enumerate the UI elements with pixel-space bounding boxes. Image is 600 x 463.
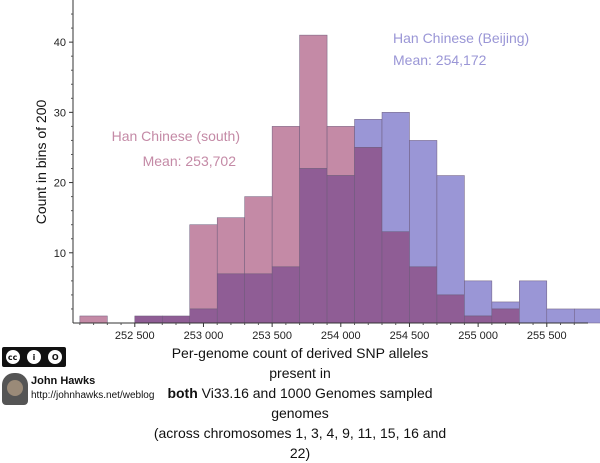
bar-south — [299, 34, 328, 169]
x-axis-label: Per-genome count of derived SNP alleles … — [150, 343, 450, 463]
x-axis-label-line3: (across chromosomes 1, 3, 4, 9, 11, 15, … — [153, 425, 447, 461]
author-credit: cc i O John Hawks http://johnhawks.net/w… — [2, 345, 154, 405]
bars-layer — [79, 34, 600, 324]
x-axis-label-line2: both Vi33.16 and 1000 Genomes sampled ge… — [150, 383, 450, 423]
x-axis-label-line2-rest: Vi33.16 and 1000 Genomes sampled genomes — [197, 385, 433, 421]
x-tick-label: 253 500 — [252, 330, 292, 342]
bar-overlap — [354, 147, 383, 324]
bar-beijing — [464, 280, 493, 317]
cc-icon: cc — [5, 350, 20, 364]
bar-overlap — [134, 315, 163, 324]
x-tick-label: 255 500 — [527, 330, 567, 342]
author-site-link[interactable]: http://johnhawks.net/weblog — [31, 390, 155, 401]
bar-overlap — [216, 273, 245, 324]
y-tick-label: 30 — [54, 107, 66, 119]
annotation-south-name: Han Chinese (south) — [112, 128, 240, 144]
bar-overlap — [464, 315, 493, 324]
bar-overlap — [491, 308, 520, 324]
y-ticks: 10 20 30 40 — [54, 13, 73, 310]
author-name: John Hawks — [31, 375, 96, 387]
bar-overlap — [409, 266, 438, 324]
x-tick-label: 252 500 — [115, 330, 155, 342]
bar-beijing — [519, 280, 548, 324]
bar-beijing — [354, 119, 383, 148]
bar-overlap — [381, 231, 410, 324]
annotation-south-mean: Mean: 253,702 — [143, 153, 237, 169]
y-tick-label: 10 — [54, 248, 66, 260]
bar-south — [244, 196, 273, 275]
bar-beijing — [381, 112, 410, 232]
bar-south — [326, 126, 355, 176]
bar-overlap — [162, 315, 190, 324]
annotation-beijing-mean: Mean: 254,172 — [393, 52, 487, 68]
avatar — [2, 373, 28, 405]
x-tick-label: 253 000 — [184, 330, 224, 342]
y-tick-label: 40 — [54, 37, 66, 49]
x-tick-label: 254 500 — [390, 330, 430, 342]
y-tick-label: 20 — [54, 178, 66, 190]
bar-beijing — [574, 308, 600, 324]
y-axis-label: Count in bins of 200 — [33, 100, 49, 225]
x-tick-label: 254 000 — [321, 330, 361, 342]
bar-overlap — [271, 266, 300, 324]
bar-overlap — [326, 175, 355, 324]
bar-south — [79, 315, 108, 324]
bar-overlap — [299, 168, 328, 324]
annotation-beijing-name: Han Chinese (Beijing) — [393, 30, 529, 46]
bar-overlap — [436, 294, 465, 324]
bar-beijing — [546, 308, 575, 324]
cc-by-sa-license-badge[interactable]: cc i O — [2, 347, 66, 367]
annotation-beijing: Han Chinese (Beijing) Mean: 254,172 — [393, 30, 529, 68]
annotation-south: Han Chinese (south) Mean: 253,702 — [112, 128, 240, 169]
x-tick-label: 255 000 — [458, 330, 498, 342]
bar-south — [189, 224, 218, 310]
attribution-icon: i — [26, 350, 41, 364]
bar-south — [216, 217, 245, 275]
bar-south — [271, 126, 300, 268]
bar-overlap — [189, 308, 218, 324]
x-axis-label-emphasis: both — [167, 385, 198, 401]
histogram-chart: 252 500 253 000 253 500 254 000 254 500 255 0… — [33, 0, 600, 342]
bar-beijing — [409, 140, 438, 268]
bar-beijing — [491, 301, 520, 310]
x-ticks: 252 500 253 000 253 500 254 000 254 500 255 0… — [79, 323, 575, 342]
bar-beijing — [436, 175, 465, 296]
x-axis-label-line1: Per-genome count of derived SNP alleles … — [171, 345, 429, 381]
bar-overlap — [244, 273, 273, 324]
share-alike-icon: O — [48, 350, 63, 364]
